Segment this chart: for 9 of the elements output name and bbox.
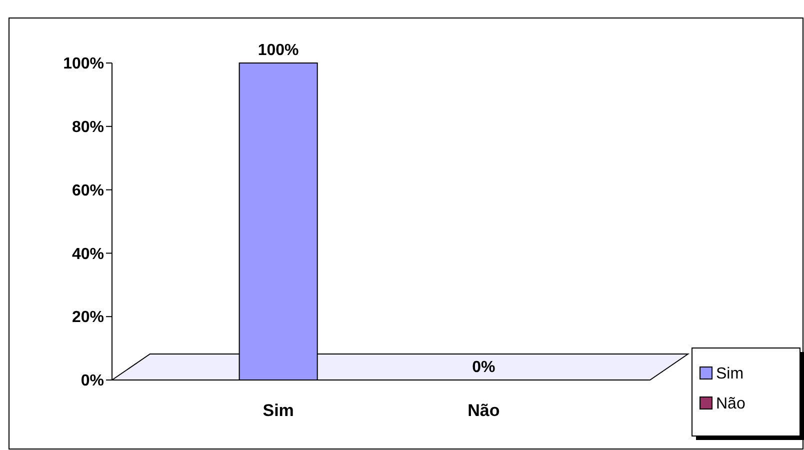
y-tick-label: 20% [72,309,104,326]
y-tick-label: 100% [63,56,104,73]
y-tick-label: 80% [72,119,104,136]
data-label: 100% [258,42,299,59]
y-tick-label: 40% [72,246,104,263]
y-tick-label: 0% [80,372,104,390]
data-label: 0% [472,359,496,376]
y-tick-label: 60% [72,182,104,200]
legend-label: Sim [716,366,744,383]
